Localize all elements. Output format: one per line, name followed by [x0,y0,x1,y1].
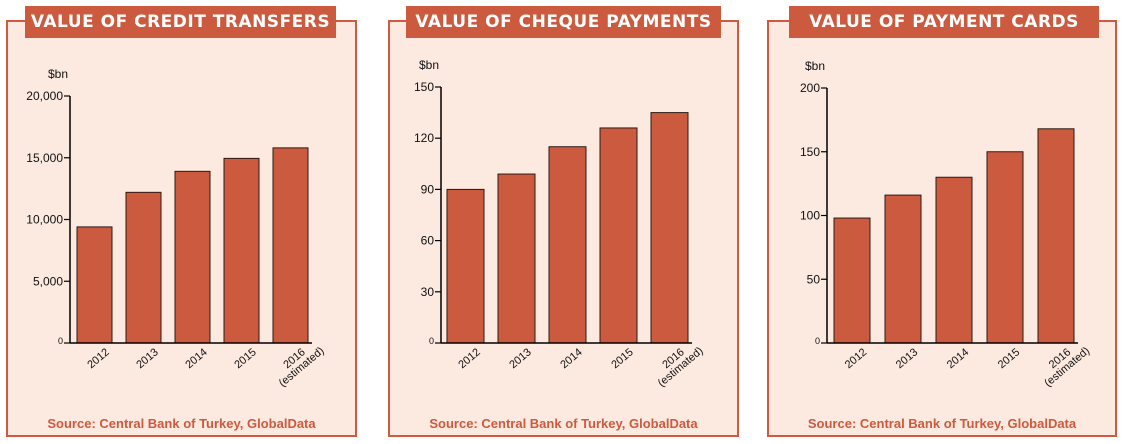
chart-source: Source: Central Bank of Turkey, GlobalDa… [807,416,1077,431]
y-tick-label: 5,000 [33,274,63,288]
y-tick-label: 150 [414,80,434,94]
y-tick-label: 120 [414,131,434,145]
bar [125,191,162,344]
x-tick-label: 2015 [609,346,635,371]
bar [223,157,260,344]
chart-source: Source: Central Bank of Turkey, GlobalDa… [47,416,316,431]
x-tick-label: 2016(estimated) [649,336,706,389]
y-tick-label: 0 [429,336,434,346]
x-tick-label: 2013 [894,346,920,371]
bar [272,147,309,344]
bar [935,176,973,344]
y-tick-label: 0 [58,336,63,346]
chart-source: Source: Central Bank of Turkey, GlobalDa… [429,416,698,431]
x-tick-label: 2012 [456,346,482,371]
y-tick-label: 100 [800,209,820,223]
y-tick-label: 15,000 [26,151,63,165]
bar [1037,128,1075,344]
y-tick-label: 50 [807,272,821,286]
bar [599,127,638,344]
x-tick-label: 2013 [507,346,533,371]
bar [884,194,922,344]
x-tick-label: 2013 [134,346,160,371]
bar [446,188,485,344]
x-tick-label: 2012 [843,346,869,371]
y-tick-label: 150 [800,145,820,159]
y-tick-label: 90 [421,182,435,196]
y-tick-label: 20,000 [26,89,63,103]
x-tick-label: 2016(estimated) [270,336,327,389]
x-tick-label: 2014 [183,346,209,371]
y-unit-label: $bn [419,58,439,72]
bar [174,170,211,344]
y-unit-label: $bn [805,59,825,73]
y-tick-label: 0 [815,336,820,346]
bar [497,173,536,344]
x-tick-label: 2015 [232,346,258,371]
y-tick-label: 200 [800,81,820,95]
x-tick-label: 2016(estimated) [1035,336,1092,389]
y-tick-label: 60 [421,234,435,248]
bar [986,151,1024,344]
bar [833,217,871,344]
bar [548,146,587,344]
y-tick-label: 10,000 [26,213,63,227]
bar [76,226,113,344]
chart-title: VALUE OF CHEQUE PAYMENTS [406,6,721,38]
x-tick-label: 2014 [945,346,971,371]
y-tick-label: 30 [421,285,435,299]
y-unit-label: $bn [48,67,68,81]
x-tick-label: 2012 [85,346,111,371]
chart-title: VALUE OF CREDIT TRANSFERS [25,6,336,38]
bar [650,112,689,344]
chart-title: VALUE OF PAYMENT CARDS [789,6,1099,38]
x-tick-label: 2015 [996,346,1022,371]
x-tick-label: 2014 [558,346,584,371]
